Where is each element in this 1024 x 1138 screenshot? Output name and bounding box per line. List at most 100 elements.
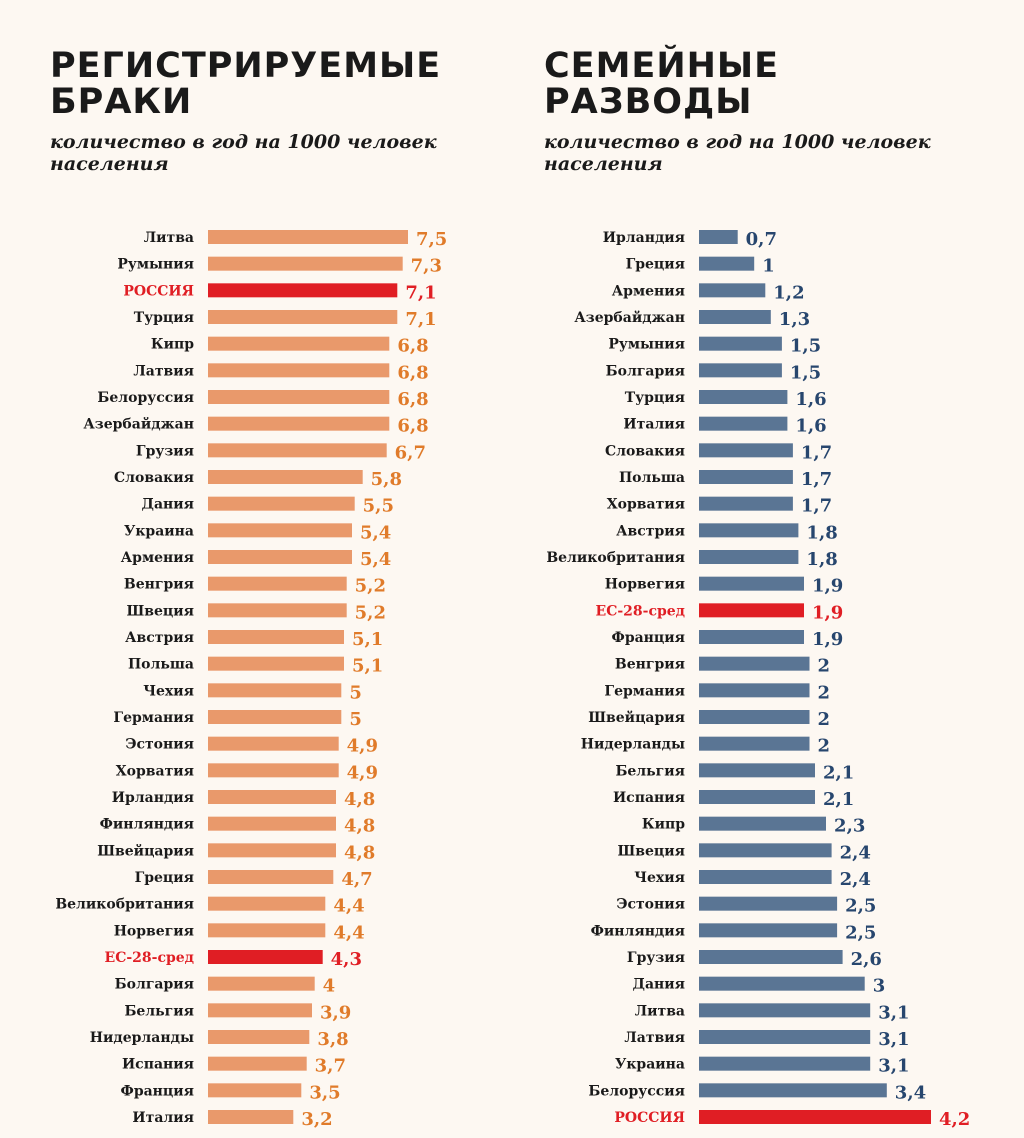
value-label: 2,5 xyxy=(845,896,876,917)
bar xyxy=(699,283,766,298)
category-label: Латвия xyxy=(133,363,194,379)
category-label: Азербайджан xyxy=(83,416,194,433)
category-label: Польша xyxy=(619,470,685,486)
category-label: Великобритания xyxy=(55,897,194,913)
category-label: Украина xyxy=(615,1057,685,1073)
bar xyxy=(699,790,815,804)
value-label: 4,3 xyxy=(331,949,362,970)
value-label: 1,7 xyxy=(801,442,832,463)
category-label: Армения xyxy=(612,283,685,299)
value-label: 2,5 xyxy=(845,922,876,943)
category-label: Словакия xyxy=(114,470,194,486)
value-label: 2 xyxy=(817,709,830,730)
value-label: 5,4 xyxy=(360,522,391,543)
category-label: Финляндия xyxy=(591,923,685,939)
value-label: 1,8 xyxy=(806,522,837,543)
marriages-title: РЕГИСТРИРУЕМЫЕ БРАКИ xyxy=(50,46,442,122)
value-label: 1,2 xyxy=(773,282,804,303)
bar xyxy=(699,736,810,751)
value-label: 4,7 xyxy=(341,869,372,890)
category-label: Хорватия xyxy=(116,763,194,779)
value-label: 5 xyxy=(349,709,362,730)
category-label: Италия xyxy=(623,417,685,433)
value-label: 6,8 xyxy=(397,389,428,410)
category-label: Испания xyxy=(122,1057,194,1073)
category-label: Эстония xyxy=(616,897,685,913)
bar xyxy=(208,896,326,911)
bar xyxy=(699,896,838,911)
value-label: 5 xyxy=(349,682,362,703)
bar xyxy=(208,656,344,671)
category-label: Австрия xyxy=(616,523,685,539)
bar xyxy=(699,683,810,698)
bar xyxy=(208,1003,312,1018)
category-label: Франция xyxy=(121,1083,194,1099)
category-label: Германия xyxy=(113,710,194,726)
value-label: 4,9 xyxy=(347,736,378,757)
category-label: Словакия xyxy=(605,443,685,459)
value-label: 6,8 xyxy=(397,362,428,383)
bar xyxy=(699,443,793,458)
value-label: 1,7 xyxy=(801,496,832,517)
value-label: 3,8 xyxy=(317,1029,348,1050)
bar xyxy=(208,710,342,724)
value-label: 1,5 xyxy=(790,362,821,383)
value-label: 1,9 xyxy=(812,629,843,650)
category-label: Румыния xyxy=(608,337,685,353)
value-label: 2,1 xyxy=(823,789,854,810)
bar xyxy=(208,736,339,751)
value-label: 2 xyxy=(817,682,830,703)
value-label: 1,6 xyxy=(795,389,826,410)
category-label: Дания xyxy=(142,497,195,513)
bar xyxy=(208,790,336,804)
value-label: 4,4 xyxy=(333,896,364,917)
bar xyxy=(699,843,832,858)
value-label: 3,4 xyxy=(895,1082,926,1103)
value-label: 6,8 xyxy=(397,336,428,357)
category-label: Швейцария xyxy=(588,709,685,726)
bar xyxy=(208,390,390,404)
bar xyxy=(208,310,398,324)
category-label: Франция xyxy=(612,630,685,646)
bar xyxy=(699,336,782,351)
value-label: 7,5 xyxy=(416,229,447,250)
category-label: Швейцария xyxy=(97,842,194,859)
category-label: Грузия xyxy=(627,950,685,966)
value-label: 2,6 xyxy=(851,949,882,970)
category-label: Ирландия xyxy=(112,790,194,806)
category-label: Кипр xyxy=(151,337,194,353)
bar xyxy=(699,976,865,991)
value-label: 7,1 xyxy=(405,309,436,330)
bar xyxy=(699,230,738,244)
divorces-chart: Ирландия 0,7 Греция 1 Армения 1,2 Азербайджан 1… xyxy=(546,229,970,1130)
category-label: Чехия xyxy=(634,870,685,886)
category-label: Эстония xyxy=(125,737,194,753)
bar xyxy=(208,843,336,858)
bar xyxy=(208,870,334,884)
category-label: Болгария xyxy=(115,977,194,993)
bar xyxy=(699,496,793,511)
value-label: 1,3 xyxy=(779,309,810,330)
value-label: 2 xyxy=(817,656,830,677)
value-label: 3,7 xyxy=(315,1056,346,1077)
value-label: 4,2 xyxy=(939,1109,970,1130)
category-label: Испания xyxy=(613,790,685,806)
value-label: 2,1 xyxy=(823,762,854,783)
value-label: 2,4 xyxy=(840,869,871,890)
category-label: Румыния xyxy=(117,257,194,273)
bar xyxy=(699,630,804,644)
value-label: 2 xyxy=(817,736,830,757)
category-label: Польша xyxy=(128,657,194,673)
category-label: Швеция xyxy=(127,603,194,619)
bar xyxy=(208,816,336,831)
category-label: Нидерланды xyxy=(90,1030,194,1046)
bar xyxy=(699,923,838,938)
category-label: Венгрия xyxy=(615,657,685,673)
category-label: Норвегия xyxy=(605,577,685,593)
bar xyxy=(699,1030,871,1044)
bar xyxy=(208,496,355,511)
bar xyxy=(699,603,804,618)
value-label: 4,4 xyxy=(333,922,364,943)
marriages-chart: Литва 7,5 Румыния 7,3 РОССИЯ 7,1 Турция 7,1 Кипр… xyxy=(55,229,447,1130)
category-label: Греция xyxy=(135,870,194,886)
